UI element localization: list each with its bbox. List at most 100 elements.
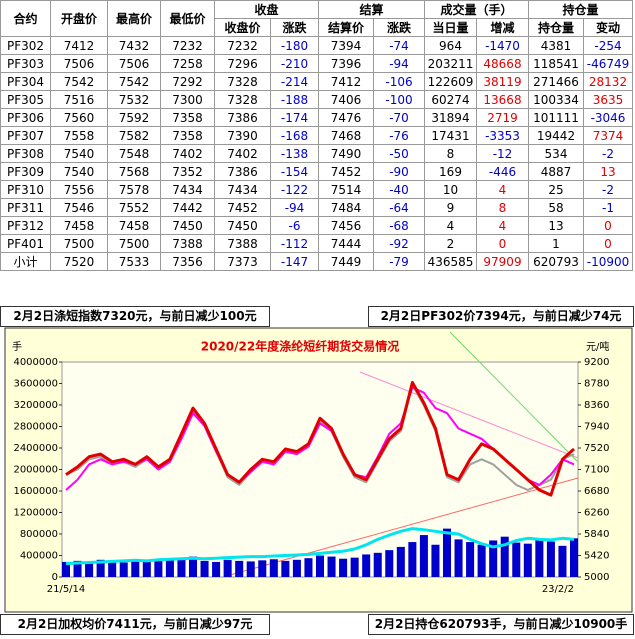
header-cell: 增减: [476, 18, 529, 37]
table-cell: 7412: [50, 36, 108, 55]
header-cell: 收盘价: [214, 18, 271, 37]
table-cell: 118541: [528, 54, 584, 73]
table-row: 合约 开盘价 最高价 最低价 收盘 结算 成交量（手） 持仓量: [0, 0, 633, 37]
table-cell: -76: [373, 126, 425, 145]
table-cell: -10900: [583, 252, 633, 271]
table-cell: 7358: [160, 108, 215, 127]
y2-tick-label: 6680: [584, 486, 609, 497]
table-cell: -188: [270, 90, 319, 109]
table-row: PF304 7542 7542 7292 7328 -214 7412 -106 122609 3…: [0, 72, 633, 91]
table-cell: 38119: [476, 72, 529, 91]
table-cell: 7402: [160, 144, 215, 163]
table-cell: 7468: [318, 126, 374, 145]
bar: [442, 528, 452, 577]
bar: [292, 559, 301, 577]
table-cell: 7406: [318, 90, 374, 109]
table-cell: 60274: [424, 90, 477, 109]
chart-title: 2020/22年度涤纶短纤期货交易情况: [201, 339, 399, 354]
note: 2月2日加权均价7411元，与前日减少97元: [0, 614, 270, 635]
table-cell: -12: [476, 144, 529, 163]
table-cell: 7500: [50, 234, 108, 253]
table-cell: PF311: [0, 198, 51, 217]
table-cell: -64: [373, 198, 425, 217]
table-cell: 4: [476, 180, 529, 199]
table-cell: 13668: [476, 90, 529, 109]
bar: [119, 562, 128, 577]
table-cell: 7490: [318, 144, 374, 163]
bar: [466, 542, 475, 577]
bar: [512, 542, 521, 577]
table-cell: 7434: [214, 180, 271, 199]
header-cell: 成交量（手）: [424, 0, 529, 19]
y2-tick-label: 5840: [584, 529, 609, 540]
header-cell: 合约: [0, 0, 51, 37]
bar: [223, 559, 232, 577]
table-cell: -2: [583, 144, 633, 163]
table-cell: 4381: [528, 36, 584, 55]
table-cell: 7388: [214, 234, 271, 253]
bar: [96, 559, 105, 577]
table-cell: -1: [583, 198, 633, 217]
table-cell: 964: [424, 36, 477, 55]
table-cell: 7388: [160, 234, 215, 253]
table-cell: -147: [270, 252, 319, 271]
table-cell: 7394: [318, 36, 374, 55]
bar: [419, 535, 428, 577]
trend-line: [359, 371, 579, 459]
table-cell: -50: [373, 144, 425, 163]
bar: [431, 544, 440, 577]
table-cell: -210: [270, 54, 319, 73]
y-tick-label: 2800000: [13, 422, 58, 433]
y-tick-label: 4000000: [13, 357, 58, 368]
table-cell: PF401: [0, 234, 51, 253]
table-cell: 7373: [214, 252, 271, 271]
table-cell: -138: [270, 144, 319, 163]
table-cell: -174: [270, 108, 319, 127]
y-axis-label: 手: [12, 340, 22, 353]
table-cell: -46749: [583, 54, 633, 73]
y2-axis-label: 元/吨: [586, 340, 609, 353]
note: 2月2日持仓620793手，与前日减少10900手: [368, 614, 634, 635]
bar: [558, 545, 567, 577]
table-row: PF307 7558 7582 7358 7390 -168 7468 -76 17431 -33…: [0, 126, 633, 145]
header-cell: 开盘价: [50, 0, 108, 37]
table-row: PF311 7546 7552 7442 7452 -94 7484 -64 9 8 58 -1: [0, 198, 633, 217]
table-cell: 7356: [160, 252, 215, 271]
table-cell: PF306: [0, 108, 51, 127]
table-cell: 7444: [318, 234, 374, 253]
bar: [304, 558, 313, 577]
bar: [535, 539, 544, 577]
y-tick-label: 3600000: [13, 379, 58, 390]
table-cell: 7300: [160, 90, 215, 109]
header-cell: 持仓量: [528, 18, 584, 37]
table-cell: -68: [373, 216, 425, 235]
table-cell: 7458: [107, 216, 161, 235]
table-cell: 58: [528, 198, 584, 217]
table-cell: PF312: [0, 216, 51, 235]
table-cell: -168: [270, 126, 319, 145]
y-tick-label: 2000000: [13, 465, 58, 476]
table-cell: 7396: [318, 54, 374, 73]
header-cell: 结算价: [318, 18, 374, 37]
table-cell: 28132: [583, 72, 633, 91]
table-cell: 7484: [318, 198, 374, 217]
y-tick-label: 400000: [20, 551, 58, 562]
table-cell: -254: [583, 36, 633, 55]
table-cell: 203211: [424, 54, 477, 73]
table-cell: 7434: [160, 180, 215, 199]
table-cell: 7402: [214, 144, 271, 163]
table-row: PF310 7556 7578 7434 7434 -122 7514 -40 10 4 25 -2: [0, 180, 633, 199]
table-cell: 13: [583, 162, 633, 181]
table-cell: 7540: [50, 162, 108, 181]
bar: [154, 560, 163, 577]
line: [65, 384, 575, 491]
line: [65, 381, 576, 497]
table-cell: PF302: [0, 36, 51, 55]
chart-frame: [4, 327, 633, 613]
y-tick-label: 0: [52, 572, 58, 583]
table-cell: -106: [373, 72, 425, 91]
table-cell: 小计: [0, 252, 51, 271]
y2-tick-label: 6260: [584, 508, 609, 519]
table-cell: 7560: [50, 108, 108, 127]
bar: [281, 560, 290, 577]
